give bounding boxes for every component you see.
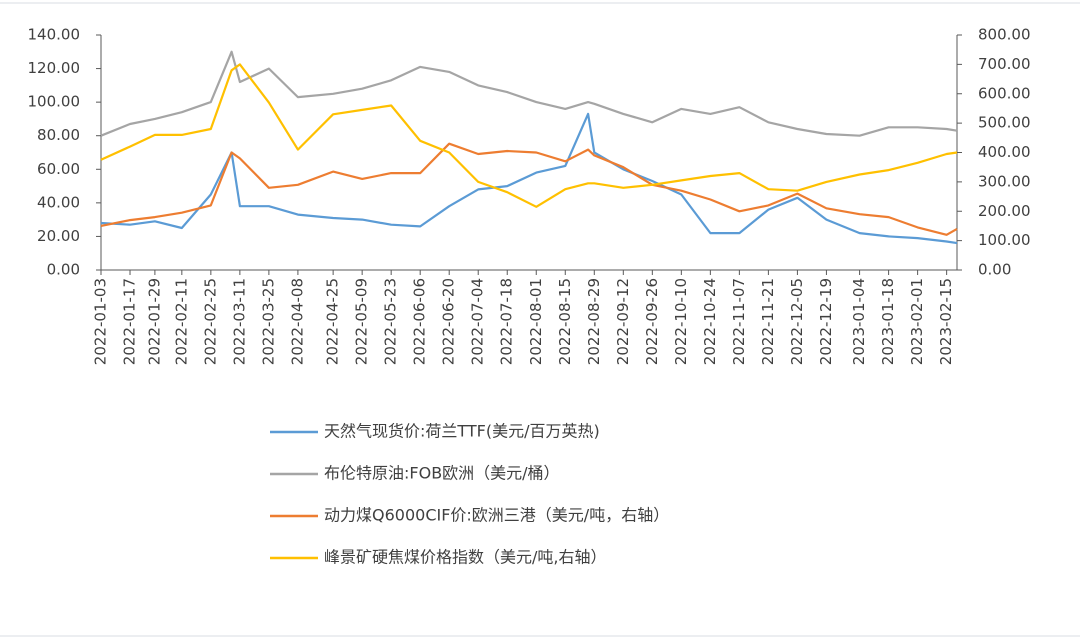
- x-tick-label: 2022-11-21: [759, 278, 777, 365]
- x-tick-label: 2022-02-11: [172, 278, 190, 365]
- x-tick-label: 2022-06-20: [440, 278, 458, 365]
- x-tick-label: 2022-09-12: [614, 278, 632, 365]
- y-tick-label: 0.00: [47, 261, 80, 279]
- x-tick-label: 2022-02-25: [201, 278, 219, 365]
- x-tick-label: 2022-04-08: [288, 278, 306, 365]
- x-tick-label: 2022-08-15: [556, 278, 574, 365]
- x-tick-label: 2022-10-10: [672, 278, 690, 365]
- x-tick-label: 2022-03-25: [259, 278, 277, 365]
- series-line: [100, 112, 958, 245]
- x-tick-label: 2023-02-01: [908, 278, 926, 365]
- x-tick-label: 2022-12-19: [817, 278, 835, 365]
- y2-tick-label: 300.00: [978, 172, 1031, 190]
- x-tick-label: 2022-05-09: [353, 278, 371, 365]
- legend-label: 布伦特原油:FOB欧洲（美元/桶）: [324, 464, 560, 483]
- y2-tick-label: 100.00: [978, 231, 1031, 249]
- x-tick-label: 2022-07-18: [498, 278, 516, 365]
- y-tick-label: 120.00: [28, 59, 81, 77]
- x-tick-label: 2022-08-29: [585, 278, 603, 365]
- x-tick-label: 2022-07-04: [469, 278, 487, 365]
- x-tick-label: 2022-01-03: [92, 278, 110, 365]
- y2-tick-label: 400.00: [978, 143, 1031, 161]
- legend-label: 动力煤Q6000CIF价:欧洲三港（美元/吨，右轴）: [324, 506, 669, 525]
- x-tick-label: 2022-10-24: [701, 278, 719, 365]
- x-tick-label: 2022-01-29: [145, 278, 163, 365]
- x-tick-label: 2023-02-15: [937, 278, 955, 365]
- x-tick-label: 2022-03-11: [230, 278, 248, 365]
- x-tick-label: 2022-04-25: [324, 278, 342, 365]
- x-tick-label: 2022-05-23: [382, 278, 400, 365]
- y2-tick-label: 200.00: [978, 202, 1031, 220]
- x-tick-label: 2022-11-07: [730, 278, 748, 365]
- x-tick-label: 2022-01-17: [121, 278, 139, 365]
- series-line: [100, 142, 958, 236]
- x-tick-label: 2022-12-05: [788, 278, 806, 365]
- y-tick-label: 40.00: [37, 193, 80, 211]
- y-tick-label: 60.00: [37, 160, 80, 178]
- x-tick-label: 2022-09-26: [643, 278, 661, 365]
- series-line: [100, 63, 958, 208]
- x-tick-label: 2023-01-04: [850, 278, 868, 365]
- y2-tick-label: 800.00: [978, 26, 1031, 44]
- series-line: [100, 50, 958, 137]
- y-tick-label: 20.00: [37, 227, 80, 245]
- legend-label: 天然气现货价:荷兰TTF(美元/百万英热): [324, 422, 600, 441]
- y-tick-label: 140.00: [28, 26, 81, 44]
- y2-tick-label: 700.00: [978, 55, 1031, 73]
- y2-tick-label: 600.00: [978, 84, 1031, 102]
- x-tick-label: 2022-08-01: [527, 278, 545, 365]
- y-tick-label: 100.00: [28, 93, 81, 111]
- legend-label: 峰景矿硬焦煤价格指数（美元/吨,右轴）: [324, 548, 606, 567]
- x-tick-label: 2022-06-06: [411, 278, 429, 365]
- y2-tick-label: 500.00: [978, 114, 1031, 132]
- y2-tick-label: 0.00: [978, 261, 1011, 279]
- x-tick-label: 2023-01-18: [879, 278, 897, 365]
- y-tick-label: 80.00: [37, 126, 80, 144]
